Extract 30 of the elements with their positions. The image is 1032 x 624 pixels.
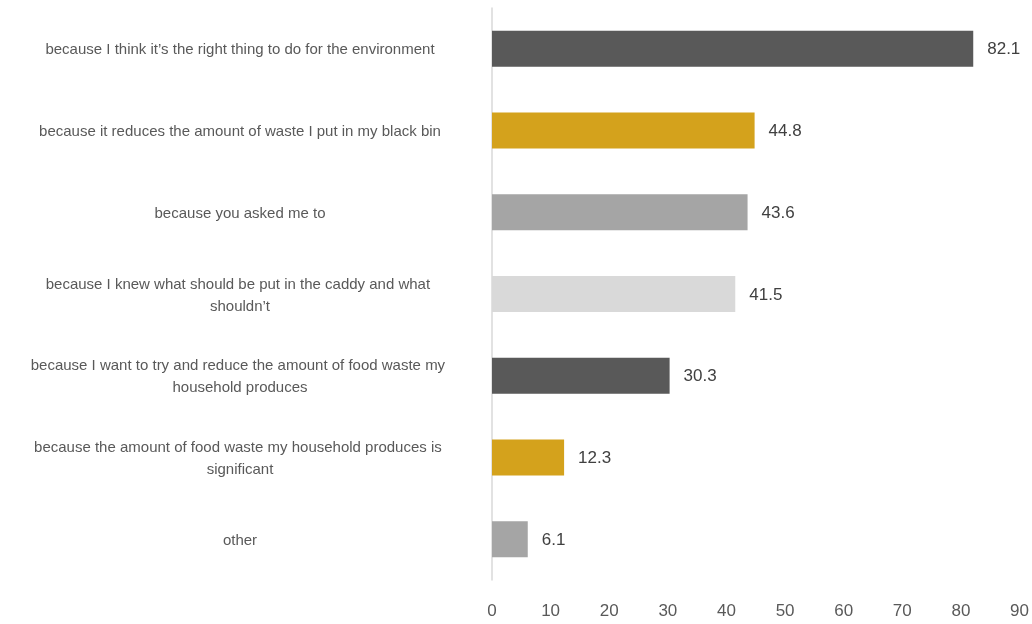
- x-tick-label: 90: [1010, 601, 1030, 620]
- bar: [492, 521, 528, 558]
- data-label: 30.3: [683, 366, 717, 386]
- x-tick-label: 10: [541, 601, 561, 620]
- data-label: 6.1: [541, 529, 566, 549]
- bar: [492, 30, 974, 67]
- data-label: 43.6: [761, 202, 795, 222]
- y-tick-label: because I think it’s the right thing to do for the environment: [45, 40, 436, 58]
- y-tick-label: other: [222, 530, 258, 548]
- x-tick-label: 0: [487, 601, 497, 620]
- x-tick-label: 70: [892, 601, 912, 620]
- x-tick-label: 30: [658, 601, 678, 620]
- bar: [492, 112, 755, 149]
- y-tick-label: because I want to try and reduce the amount of food waste my household produces: [30, 356, 450, 396]
- x-tick-label: 40: [717, 601, 736, 620]
- x-tick-label: 20: [599, 601, 619, 620]
- y-tick-label: because the amount of food waste my household produces is significant: [34, 437, 446, 477]
- y-tick-label: because it reduces the amount of waste I put in my black bin: [39, 122, 441, 140]
- data-label: 44.8: [768, 121, 802, 141]
- y-tick-label: because I knew what should be put in the caddy and what shouldn’t: [45, 274, 435, 314]
- data-label: 12.3: [578, 447, 612, 467]
- data-label: 41.5: [749, 284, 783, 304]
- data-label: 82.1: [987, 39, 1021, 59]
- x-tick-label: 50: [775, 601, 795, 620]
- y-tick-label: because you asked me to: [154, 203, 326, 221]
- bar: [492, 439, 565, 476]
- x-tick-label: 60: [834, 601, 854, 620]
- bar: [492, 357, 670, 394]
- x-tick-label: 80: [951, 601, 971, 620]
- bar: [492, 194, 748, 231]
